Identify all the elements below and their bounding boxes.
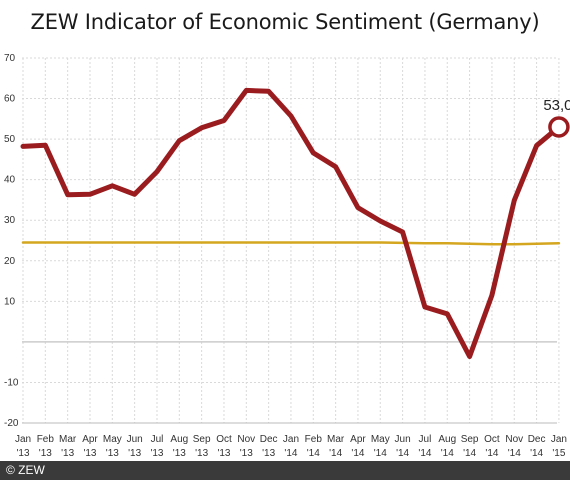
x-tick-label-month: Jan: [551, 434, 567, 445]
y-tick-label: 70: [4, 53, 16, 64]
y-tick-label: -10: [4, 377, 19, 388]
x-tick-label-year: '13: [16, 448, 29, 459]
x-tick-label-year: '14: [396, 448, 409, 459]
x-tick-label-year: '13: [83, 448, 96, 459]
x-tick-label-year: '14: [307, 448, 320, 459]
x-tick-label-year: '14: [329, 448, 342, 459]
x-tick-label-year: '13: [173, 448, 186, 459]
end-point-label: 53,0: [543, 97, 570, 114]
y-tick-label: 50: [4, 134, 16, 145]
copyright-footer: © ZEW: [0, 461, 570, 480]
x-tick-label-month: May: [371, 434, 390, 445]
x-tick-label-year: '14: [485, 448, 498, 459]
x-tick-label-month: Apr: [350, 434, 366, 445]
x-tick-label-year: '13: [61, 448, 74, 459]
x-tick-label-month: Aug: [170, 434, 188, 445]
y-tick-label: 10: [4, 296, 16, 307]
x-tick-label-month: Sep: [193, 434, 211, 445]
x-tick-label-year: '13: [262, 448, 275, 459]
x-tick-label-month: Nov: [505, 434, 523, 445]
x-tick-label-month: Sep: [461, 434, 479, 445]
x-tick-label-month: Feb: [37, 434, 55, 445]
x-tick-label-year: '14: [374, 448, 387, 459]
x-tick-label-month: Oct: [216, 434, 232, 445]
x-tick-label-year: '15: [552, 448, 565, 459]
series-line-sentiment: [20, 87, 562, 359]
y-tick-label: 60: [4, 94, 16, 105]
x-tick-label-month: Jun: [395, 434, 411, 445]
x-tick-label-year: '14: [351, 448, 364, 459]
x-tick-label-year: '13: [39, 448, 52, 459]
x-tick-label-month: Feb: [305, 434, 323, 445]
x-tick-label-month: Aug: [438, 434, 456, 445]
x-tick-label-year: '14: [530, 448, 543, 459]
x-tick-label-month: Jul: [151, 434, 164, 445]
x-tick-label-year: '13: [128, 448, 141, 459]
x-tick-label-month: Dec: [260, 434, 278, 445]
x-tick-label-month: Mar: [59, 434, 77, 445]
y-tick-label: 40: [4, 175, 16, 186]
y-tick-label: -20: [4, 418, 19, 429]
x-tick-label-month: Jun: [127, 434, 143, 445]
x-tick-label-year: '13: [217, 448, 230, 459]
x-tick-label-month: May: [103, 434, 122, 445]
y-tick-label: 20: [4, 256, 16, 267]
x-tick-label-year: '13: [106, 448, 119, 459]
chart-title: ZEW Indicator of Economic Sentiment (Ger…: [30, 10, 540, 34]
x-tick-label-month: Oct: [484, 434, 500, 445]
x-tick-label-month: Apr: [82, 434, 98, 445]
x-tick-label-month: Jul: [419, 434, 432, 445]
y-tick-label: 30: [4, 215, 16, 226]
x-tick-label-year: '14: [441, 448, 454, 459]
x-tick-label-year: '13: [240, 448, 253, 459]
x-tick-label-year: '14: [463, 448, 476, 459]
line-chart: 70 60 50 40 30 20 10 -10 -20 Jan '13 Feb '13 Mar '13 Ap…: [4, 53, 570, 459]
x-tick-label-year: '13: [150, 448, 163, 459]
series-line-average: [21, 241, 561, 246]
x-tick-label-month: Nov: [237, 434, 255, 445]
x-tick-label-year: '13: [195, 448, 208, 459]
end-point-marker: [548, 116, 570, 138]
copyright-text: © ZEW: [6, 463, 45, 477]
x-tick-label-month: Dec: [528, 434, 546, 445]
x-tick-label-month: Jan: [15, 434, 31, 445]
x-tick-label-month: Mar: [327, 434, 345, 445]
x-tick-label-month: Jan: [283, 434, 299, 445]
x-tick-label-year: '14: [418, 448, 431, 459]
x-tick-label-year: '14: [508, 448, 521, 459]
x-tick-label-year: '14: [284, 448, 297, 459]
